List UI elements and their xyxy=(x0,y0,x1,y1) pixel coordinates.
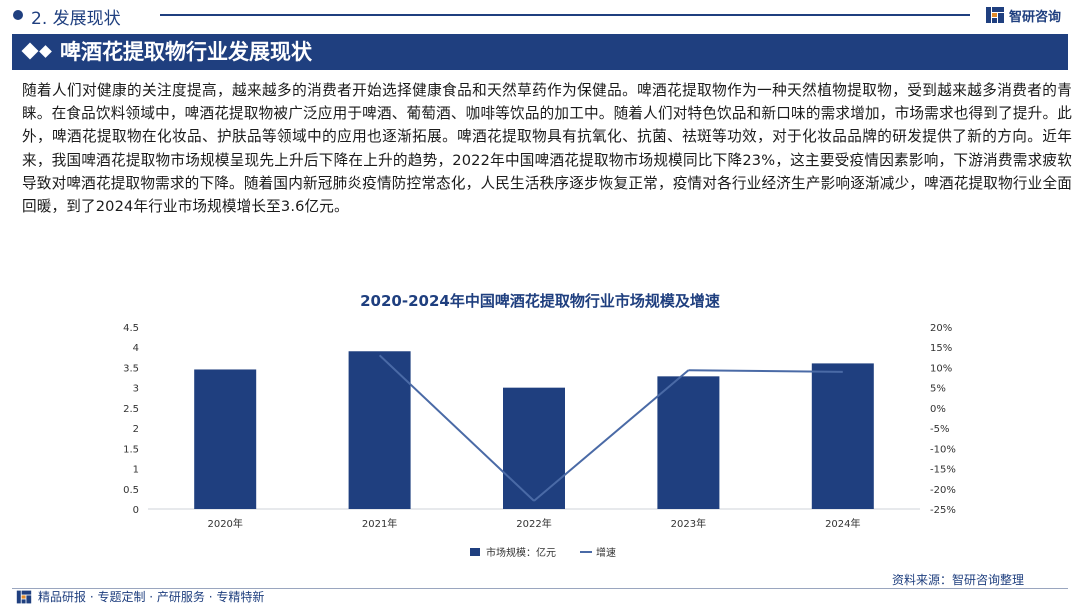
brand-logo: 智研咨询 xyxy=(985,5,1061,25)
y-left-tick-label: 4 xyxy=(133,343,139,354)
section-title: 2. 发展现状 xyxy=(31,9,121,29)
y-left-tick-label: 2.5 xyxy=(123,404,139,415)
top-header: 2. 发展现状 智研咨询 xyxy=(0,0,1080,30)
y-left-tick-label: 0.5 xyxy=(123,485,139,496)
y-left-tick-label: 0 xyxy=(133,505,139,516)
footer-tagline-text: 精品研报 · 专题定制 · 产研服务 · 专精特新 xyxy=(38,590,265,604)
footer-tagline: 精品研报 · 专题定制 · 产研服务 · 专精特新 xyxy=(16,588,264,606)
source-note: 资料来源：智研咨询整理 xyxy=(892,573,1025,587)
legend-line-label: 增速 xyxy=(596,546,616,559)
y-right-tick-label: -10% xyxy=(930,444,956,455)
footer-logo-icon xyxy=(16,590,32,604)
brand-logo-icon xyxy=(986,7,1004,23)
y-right-tick-label: 15% xyxy=(930,343,952,354)
y-right-tick-label: -15% xyxy=(930,465,956,476)
y-left-tick-label: 4.5 xyxy=(123,323,139,334)
y-left-tick-label: 1 xyxy=(133,465,139,476)
x-tick-label: 2024年 xyxy=(825,517,860,530)
chart-area: 0 0.5 1 1.5 2 2.5 3 3.5 4 4.5 -25% -20% -15% -10% -5% 0… xyxy=(123,323,956,559)
growth-line-segment xyxy=(378,354,535,502)
body-paragraph: 随着人们对健康的关注度提高，越来越多的消费者开始选择健康食品和天然草药作为保健品… xyxy=(22,82,1072,216)
bar-mark xyxy=(811,363,874,509)
x-tick-label: 2022年 xyxy=(516,517,551,530)
y-left-tick-label: 3 xyxy=(133,384,139,395)
y-right-tick-label: -5% xyxy=(930,424,949,435)
header-divider xyxy=(160,14,970,16)
y-left-tick-label: 3.5 xyxy=(123,363,139,374)
x-tick-label: 2021年 xyxy=(362,517,397,530)
y-right-tick-label: 10% xyxy=(930,363,952,374)
brand-name: 智研咨询 xyxy=(1009,9,1062,25)
x-tick-label: 2020年 xyxy=(207,517,242,530)
page-title: 啤酒花提取物行业发展现状 xyxy=(60,40,312,64)
y-right-tick-label: 0% xyxy=(930,404,946,415)
section-bullet xyxy=(13,10,23,20)
bar-mark xyxy=(503,387,565,509)
growth-line-segment xyxy=(688,369,843,373)
title-banner: 啤酒花提取物行业发展现状 xyxy=(12,34,1068,70)
x-tick-label: 2023年 xyxy=(671,517,706,530)
bar-mark xyxy=(657,376,720,509)
chart-title: 2020-2024年中国啤酒花提取物行业市场规模及增速 xyxy=(360,292,720,310)
bar-mark xyxy=(348,351,411,509)
y-right-tick-label: -20% xyxy=(930,485,956,496)
diamond-small-icon xyxy=(39,45,52,58)
legend-bar-swatch xyxy=(470,548,480,556)
y-right-tick-label: 20% xyxy=(930,323,952,334)
growth-line-segment xyxy=(533,369,690,502)
y-right-tick-label: 5% xyxy=(930,384,946,395)
legend-bar-label: 市场规模：亿元 xyxy=(486,546,556,559)
y-right-tick-label: -25% xyxy=(930,505,956,516)
footer-divider xyxy=(12,588,1068,589)
y-left-tick-label: 1.5 xyxy=(123,444,139,455)
y-left-tick-label: 2 xyxy=(133,424,139,435)
diamond-icon xyxy=(21,42,39,60)
bar-mark xyxy=(194,369,257,509)
